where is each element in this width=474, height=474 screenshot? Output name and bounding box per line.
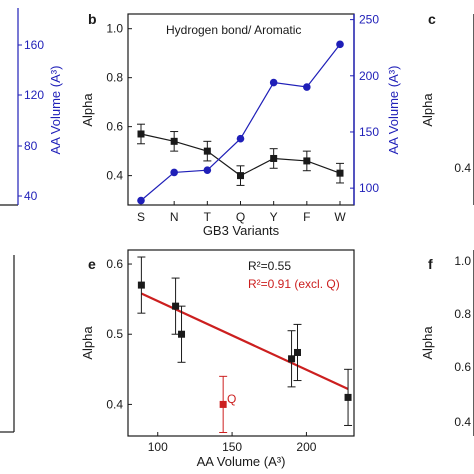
panel-f-tick-2: 0.6 bbox=[454, 360, 471, 374]
panel-e-data-point bbox=[137, 281, 145, 289]
left-fragment-tick-label: 160 bbox=[24, 38, 44, 52]
panel-b-volume-point bbox=[269, 78, 278, 87]
panel-b-volume-point bbox=[303, 83, 311, 91]
panel-b-y2-ticks: 100 150 200 250 bbox=[350, 13, 379, 195]
panel-e-data-point bbox=[172, 302, 180, 310]
panel-e: e 0.4 0.5 0.6 100 150 200 R²=0.55 R²=0.91 (e… bbox=[80, 249, 355, 469]
panel-e-ylabel: Alpha bbox=[80, 326, 95, 360]
panel-b-volume-point bbox=[137, 196, 145, 205]
panel-c-fragment: c Alpha 0.4 bbox=[420, 11, 474, 205]
panel-f-tick-1: 0.8 bbox=[454, 307, 471, 321]
panel-b-volume-point bbox=[236, 134, 245, 143]
panel-b-y-tick-label: 1.0 bbox=[106, 22, 123, 36]
panel-e-y-tick-label: 0.6 bbox=[106, 257, 123, 271]
panel-b-alpha-point bbox=[203, 147, 211, 155]
panel-e-q-label: Q bbox=[227, 392, 236, 406]
panel-e-r2-all: R²=0.55 bbox=[248, 259, 291, 273]
left-fragment-ylabel: AA Volume (A³) bbox=[48, 66, 63, 155]
panel-b-y2-tick-label: 250 bbox=[359, 13, 379, 27]
panel-b: b Hydrogen bond/ Aromatic 0.4 0.6 0.8 1.0 1… bbox=[80, 11, 401, 238]
panel-e-plot-frame bbox=[127, 249, 355, 437]
panel-e-x-ticks: 100 150 200 bbox=[148, 432, 317, 454]
left-fragment-bottom bbox=[0, 255, 15, 433]
panel-b-alpha-point bbox=[336, 169, 344, 177]
panel-e-outlier-point bbox=[219, 400, 227, 408]
panel-b-alpha-point bbox=[170, 137, 178, 145]
left-fragment-top: 160 120 80 40 AA Volume (A³) bbox=[0, 8, 63, 206]
panel-e-data-point bbox=[294, 348, 301, 356]
panel-e-y-ticks: 0.4 0.5 0.6 bbox=[106, 257, 132, 411]
panel-b-y-tick-label: 0.4 bbox=[106, 169, 123, 183]
panel-e-x-tick-label: 100 bbox=[148, 440, 168, 454]
panel-f-tick-0: 1.0 bbox=[454, 254, 471, 268]
panel-f-fragment: f Alpha 1.0 0.8 0.6 0.4 bbox=[420, 250, 474, 436]
panel-e-x-tick-label: 150 bbox=[222, 440, 242, 454]
panel-c-tick-0: 0.4 bbox=[454, 161, 471, 175]
panel-b-y2-tick-label: 100 bbox=[359, 181, 379, 195]
panel-e-y-tick-label: 0.4 bbox=[106, 397, 123, 411]
panel-b-alpha-point bbox=[237, 172, 244, 180]
panel-b-xlabel: GB3 Variants bbox=[203, 223, 280, 238]
panel-b-x-tick-label: S bbox=[137, 210, 145, 224]
panel-e-data-point bbox=[288, 355, 296, 363]
panel-e-x-tick-label: 200 bbox=[296, 440, 316, 454]
panel-b-y-tick-label: 0.8 bbox=[106, 71, 123, 85]
panel-b-volume-point bbox=[203, 166, 212, 174]
panel-b-volume-point bbox=[336, 40, 344, 49]
panel-b-x-tick-label: F bbox=[303, 210, 310, 224]
panel-b-alpha-point bbox=[137, 130, 145, 138]
panel-b-x-tick-label: W bbox=[334, 210, 346, 224]
panel-b-alpha-point bbox=[270, 154, 278, 162]
panel-c-label: c bbox=[428, 11, 436, 27]
panel-b-x-tick-label: N bbox=[170, 210, 179, 224]
panel-e-y-tick-label: 0.5 bbox=[106, 327, 123, 341]
left-fragment-tick-label: 40 bbox=[24, 189, 38, 203]
left-fragment-tick-label: 80 bbox=[24, 139, 38, 153]
panel-b-series bbox=[137, 40, 344, 205]
panel-b-x-tick-label: Q bbox=[236, 210, 245, 224]
panel-e-data-point bbox=[178, 330, 186, 338]
panel-e-r2-excl: R²=0.91 (excl. Q) bbox=[248, 277, 340, 291]
panel-b-x-tick-label: T bbox=[204, 210, 212, 224]
panel-b-y2-tick-label: 150 bbox=[359, 125, 379, 139]
panel-b-volume-point bbox=[170, 168, 178, 177]
panel-b-y-tick-label: 0.6 bbox=[106, 120, 123, 134]
panel-b-y2label: AA Volume (A³) bbox=[386, 66, 401, 155]
panel-c-ylabel: Alpha bbox=[420, 93, 435, 127]
panel-b-x-tick-label: Y bbox=[270, 210, 278, 224]
panel-e-data-point bbox=[344, 393, 352, 401]
panel-b-alpha-point bbox=[303, 157, 311, 165]
panel-b-title: Hydrogen bond/ Aromatic bbox=[166, 23, 301, 37]
panel-b-ylabel: Alpha bbox=[80, 93, 95, 127]
panel-e-xlabel: AA Volume (A³) bbox=[197, 454, 286, 469]
panel-e-label: e bbox=[88, 256, 96, 272]
left-fragment-ticks: 160 120 80 40 bbox=[18, 38, 44, 203]
panel-b-y2-tick-label: 200 bbox=[359, 69, 379, 83]
left-fragment-tick-label: 120 bbox=[24, 88, 44, 102]
panel-e-series bbox=[137, 256, 353, 433]
panel-b-y-ticks: 0.4 0.6 0.8 1.0 bbox=[106, 22, 132, 183]
panel-f-ylabel: Alpha bbox=[420, 326, 435, 360]
panel-b-label: b bbox=[88, 11, 97, 27]
panel-f-label: f bbox=[428, 256, 433, 272]
panel-f-tick-3: 0.4 bbox=[454, 415, 471, 429]
